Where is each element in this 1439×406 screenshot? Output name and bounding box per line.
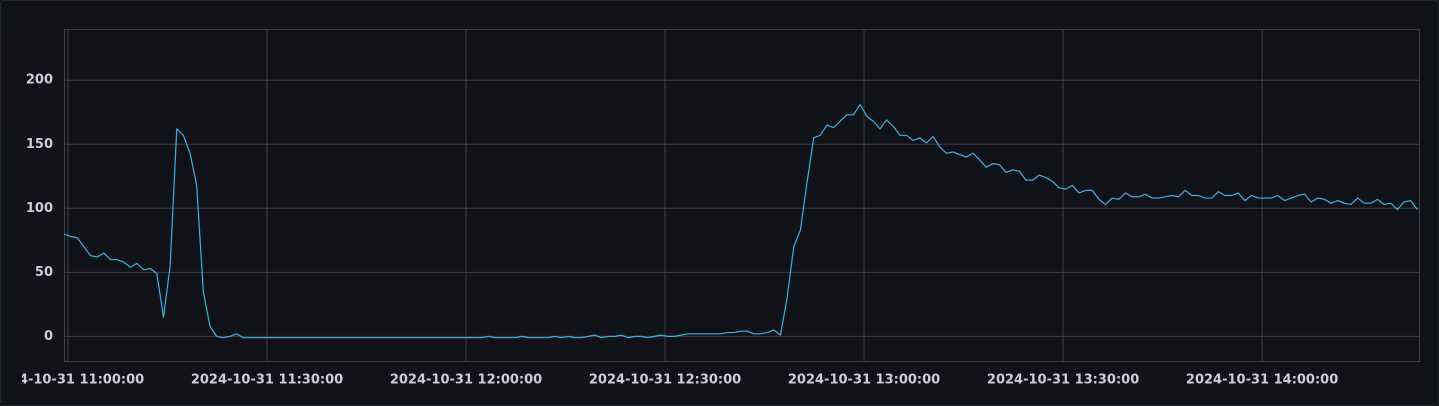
x-tick-label: 2024-10-31 12:00:00 [390,373,542,388]
y-tick-label: 100 [26,201,53,216]
x-tick-label: 2024-10-31 11:00:00 [0,373,144,388]
y-tick-label: 50 [35,265,53,280]
x-tick-label: 2024-10-31 14:00:00 [1186,373,1338,388]
marks [63,103,1418,339]
x-tick-label: 2024-10-31 13:30:00 [987,373,1139,388]
x-tick-label: 2024-10-31 13:00:00 [788,373,940,388]
x-tick-label: 2024-10-31 11:30:00 [191,373,343,388]
x-labels: 2024-10-31 11:00:00 2024-10-31 11:30:00 20… [0,373,1338,388]
series-line [63,103,1418,339]
y-tick-label: 200 [26,73,53,88]
y-tick-label: 0 [44,329,53,344]
x-tick-label: 2024-10-31 12:30:00 [589,373,741,388]
y-tick-label: 150 [26,137,53,152]
plot-frame [64,29,1420,362]
grid: 0 50 100 150 200 [26,29,1420,362]
